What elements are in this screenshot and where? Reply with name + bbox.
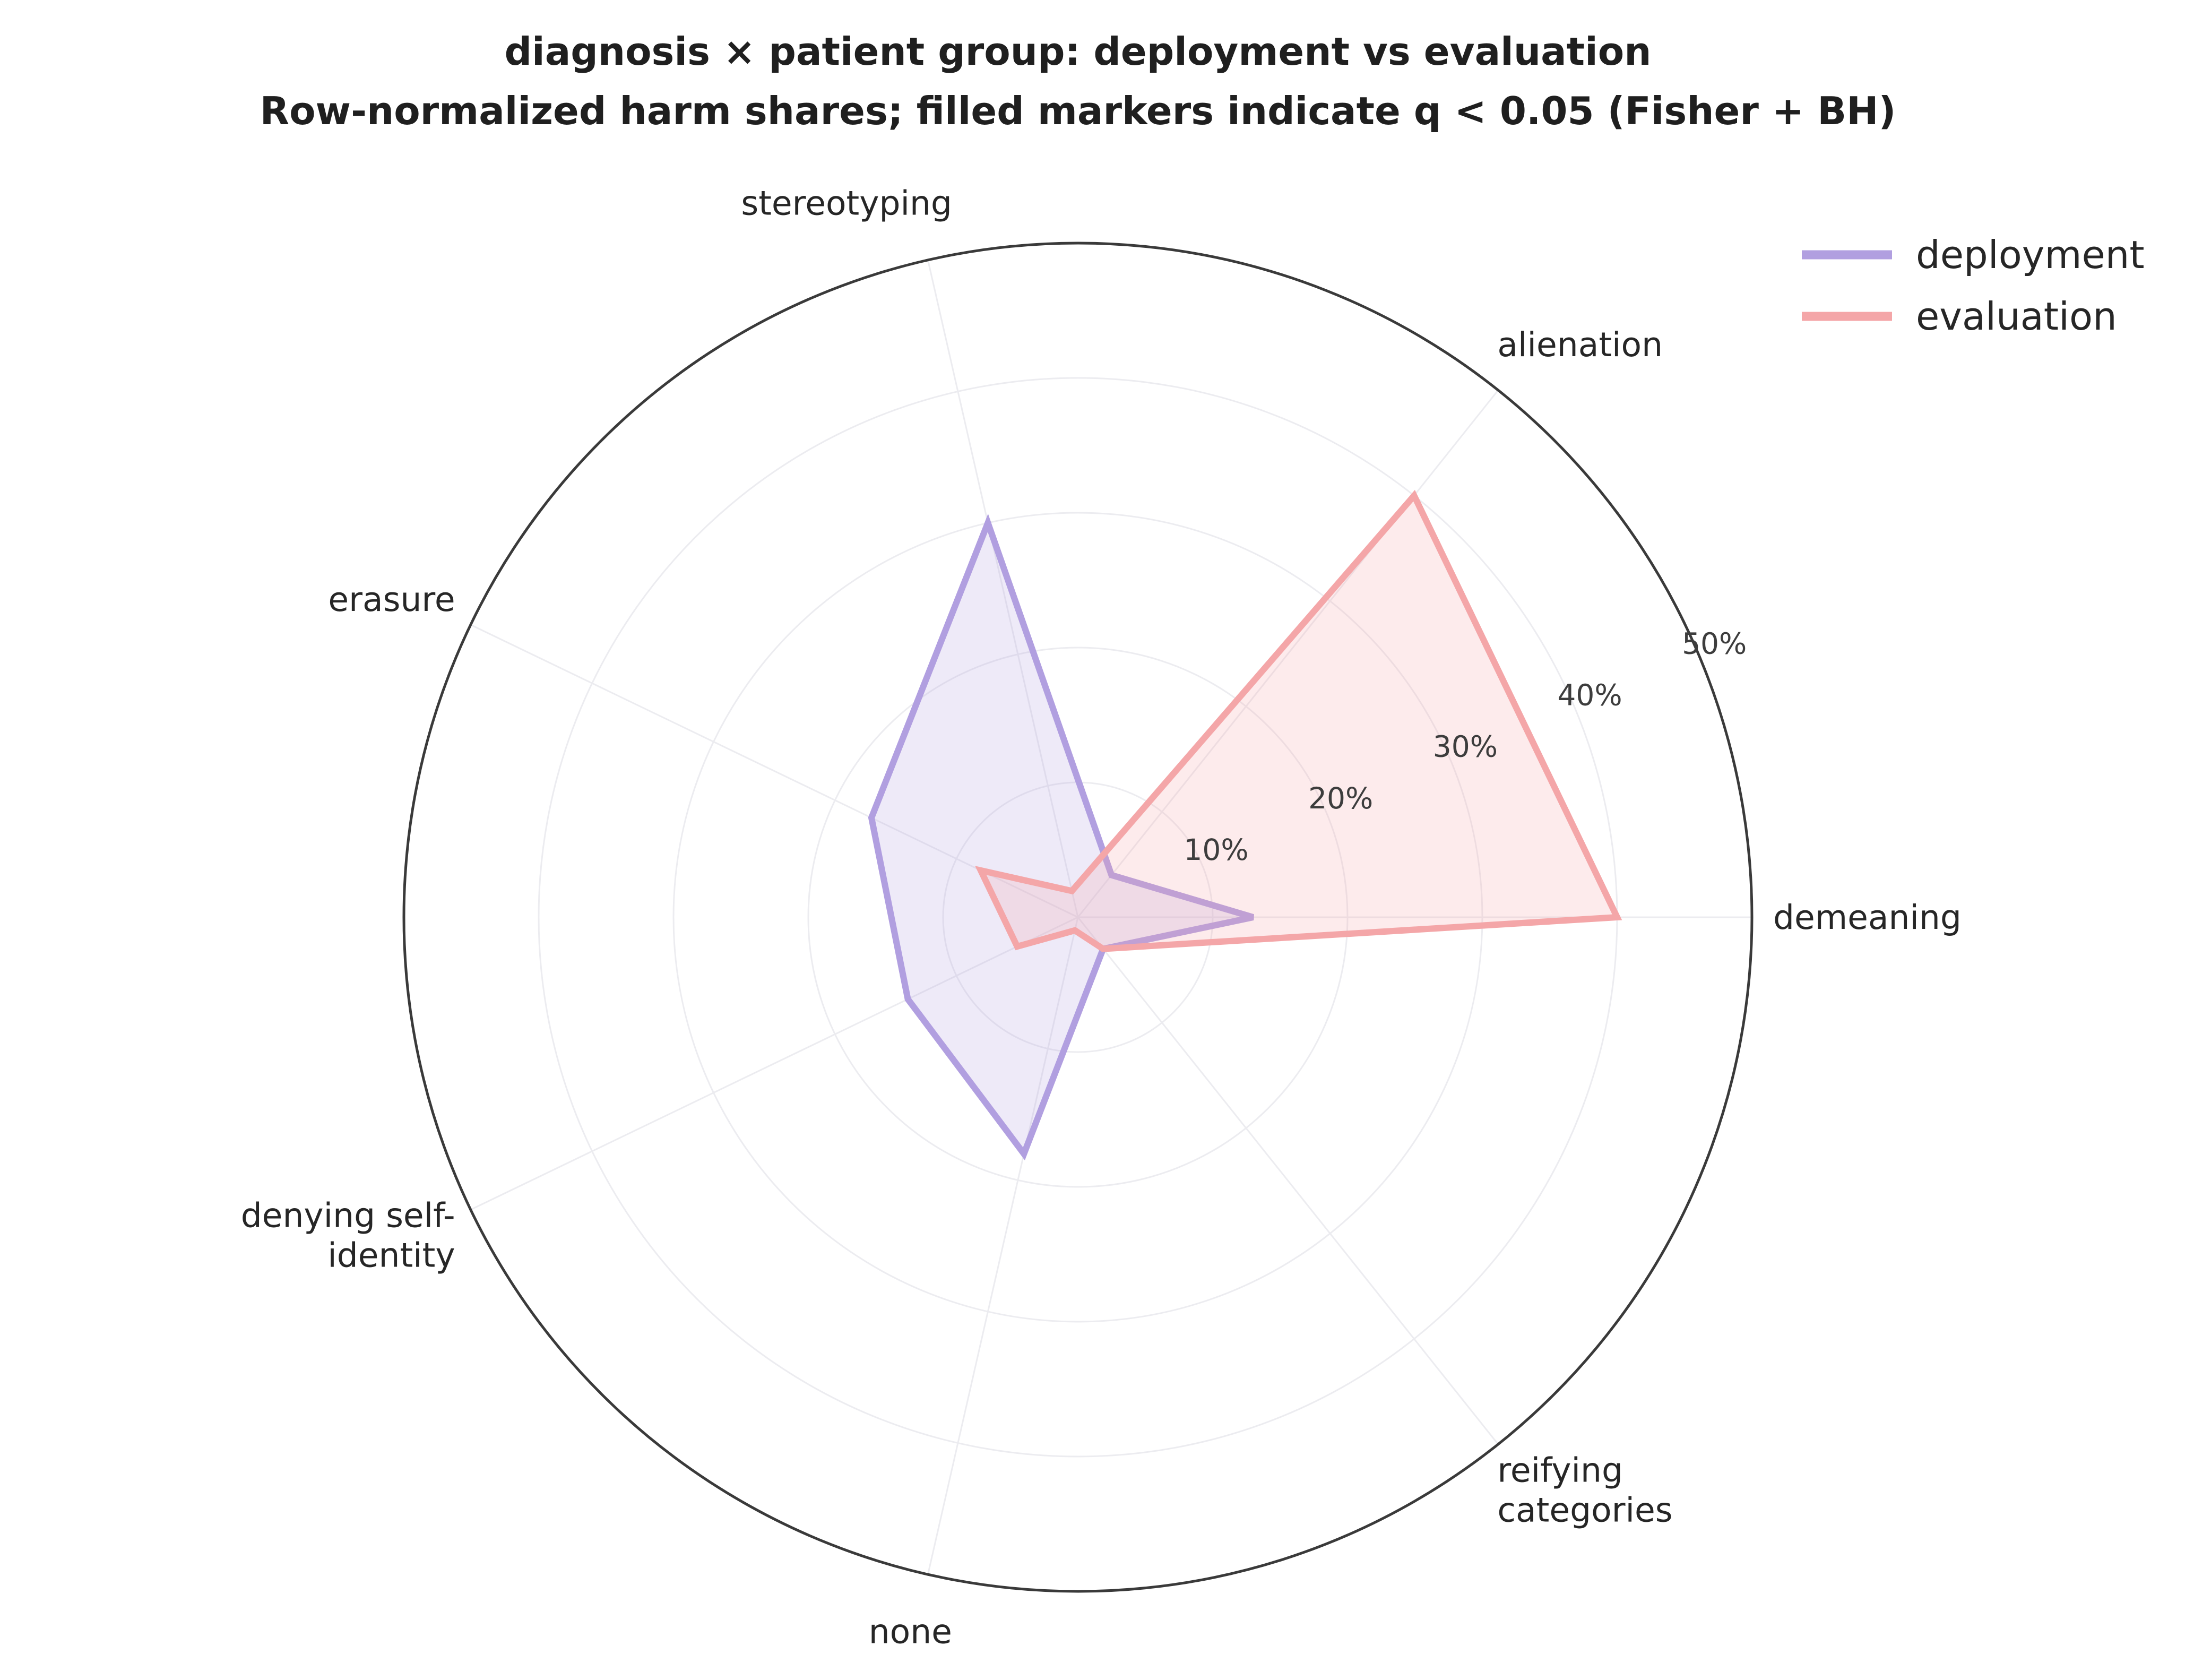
grid-spoke-reifying-categories	[1077, 917, 1499, 1445]
category-label-demeaning: demeaning	[1773, 898, 1962, 937]
r-tick-label: 40%	[1557, 678, 1622, 712]
legend-label-evaluation: evaluation	[1916, 294, 2117, 339]
grid-spoke-denying-self-identity	[470, 916, 1078, 1211]
r-tick-label: 10%	[1184, 833, 1248, 867]
series-area-evaluation	[980, 495, 1617, 949]
chart-title-line2: Row-normalized harm shares; filled marke…	[260, 89, 1896, 133]
category-labels: demeaning alienation stereotyping erasure de…	[241, 184, 1962, 1651]
category-label-denying-self-identity: denying self-identity	[241, 1196, 455, 1274]
category-label-erasure: erasure	[328, 580, 455, 619]
category-label-alienation: alienation	[1497, 325, 1663, 364]
r-tick-label: 30%	[1433, 730, 1498, 764]
r-tick-label: 20%	[1308, 781, 1373, 815]
chart-title-line1: diagnosis × patient group: deployment vs…	[504, 29, 1651, 74]
radial-ticks: 10% 20% 30% 40% 50%	[1184, 626, 1747, 867]
series-line-deployment	[868, 513, 1254, 1160]
category-label-reifying-categories: reifying categories	[1497, 1451, 1672, 1529]
legend: deployment evaluation	[1802, 232, 2145, 339]
series-group	[868, 489, 1622, 1160]
grid-spoke-none	[927, 917, 1079, 1575]
series-area-deployment	[871, 523, 1254, 1154]
outer-ring	[402, 242, 1754, 1593]
r-tick-label: 50%	[1682, 626, 1747, 660]
category-label-stereotyping: stereotyping	[741, 184, 952, 223]
grid-spoke-alienation	[1077, 390, 1499, 918]
series-line-evaluation	[975, 489, 1622, 952]
category-label-none: none	[869, 1612, 952, 1651]
legend-label-deployment: deployment	[1916, 232, 2145, 277]
grid-spoke-stereotyping	[927, 260, 1079, 918]
